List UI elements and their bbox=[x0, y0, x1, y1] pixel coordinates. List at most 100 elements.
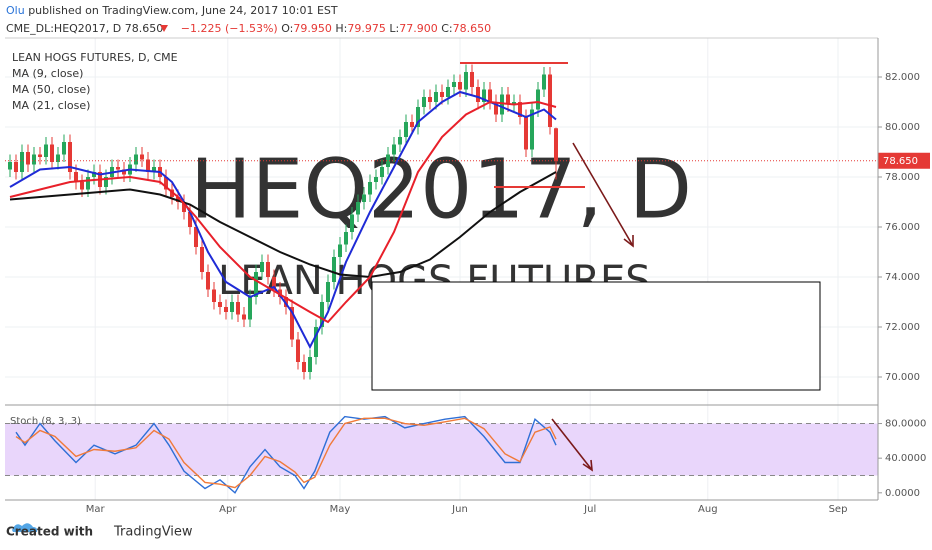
low-label: L: bbox=[389, 22, 399, 35]
y-tick-label: 40.0000 bbox=[885, 453, 926, 464]
header-line: Olu published on TradingView.com, June 2… bbox=[6, 4, 338, 17]
ma-line bbox=[9, 90, 557, 350]
down-arrow-icon bbox=[160, 25, 168, 32]
y-tick-label: 74.000 bbox=[885, 272, 920, 283]
watermark: HEQ2017, D bbox=[190, 142, 692, 237]
candle-body bbox=[541, 74, 546, 90]
arrow bbox=[572, 142, 634, 247]
candle-body bbox=[13, 162, 18, 172]
candle-body bbox=[289, 307, 294, 340]
candle-body bbox=[457, 82, 462, 90]
candle-body bbox=[163, 177, 168, 190]
candle-body bbox=[487, 89, 492, 102]
candle-body bbox=[475, 87, 480, 102]
candle-body bbox=[277, 289, 282, 297]
candle-body bbox=[241, 314, 246, 320]
candle-body bbox=[433, 92, 438, 102]
published: published on TradingView.com, June 24, 2… bbox=[28, 4, 338, 17]
stoch-band bbox=[5, 423, 878, 476]
candle-body bbox=[523, 117, 528, 150]
candle-body bbox=[361, 194, 366, 202]
candle-body bbox=[25, 152, 30, 165]
candle-body bbox=[121, 169, 126, 175]
candle-body bbox=[403, 122, 408, 137]
candle-body bbox=[313, 327, 318, 357]
candle-body bbox=[19, 152, 24, 172]
arrow-head bbox=[582, 459, 593, 472]
x-tick-label: Mar bbox=[86, 504, 106, 515]
candle-body bbox=[271, 277, 276, 290]
candle-body bbox=[145, 159, 150, 172]
candle-body bbox=[265, 262, 270, 277]
x-tick-label: May bbox=[330, 504, 351, 515]
candle-body bbox=[205, 272, 210, 290]
y-tick-label: 0.0000 bbox=[885, 488, 920, 499]
candle-body bbox=[67, 142, 72, 172]
candle-body bbox=[199, 247, 204, 272]
candle-body bbox=[31, 154, 36, 165]
candle-body bbox=[499, 94, 504, 115]
symbol-line: CME_DL:HEQ2017, D 78.650 −1.225 (−1.53%)… bbox=[6, 22, 491, 35]
candle-body bbox=[331, 257, 336, 282]
candle-body bbox=[91, 172, 96, 177]
footer-created: Created with bbox=[6, 525, 93, 539]
legend-entry: MA (9, close) bbox=[12, 67, 83, 80]
candle-body bbox=[373, 177, 378, 182]
candle-body bbox=[193, 227, 198, 247]
candle-body bbox=[385, 154, 390, 167]
ma-line bbox=[9, 171, 557, 279]
annotation-box bbox=[371, 281, 821, 391]
stoch-line bbox=[15, 415, 557, 494]
x-tick-label: Jul bbox=[583, 504, 596, 515]
candle-body bbox=[529, 109, 534, 150]
candle-body bbox=[391, 144, 396, 155]
candle-body bbox=[217, 302, 222, 307]
candle-body bbox=[295, 339, 300, 362]
candle-body bbox=[535, 89, 540, 110]
price-tag-label: 78.650 bbox=[883, 156, 918, 167]
footer-brand[interactable]: TradingView bbox=[113, 525, 193, 540]
candle-body bbox=[427, 97, 432, 102]
last: 78.650 bbox=[125, 22, 164, 35]
y-tick-label: 80.000 bbox=[885, 122, 920, 133]
x-tick-label: Sep bbox=[829, 504, 848, 515]
tradingview-logo bbox=[12, 523, 38, 532]
candle-body bbox=[517, 102, 522, 117]
low: 77.900 bbox=[399, 22, 438, 35]
y-tick-label: 78.000 bbox=[885, 172, 920, 183]
candle-body bbox=[61, 142, 66, 155]
x-tick-label: Jun bbox=[451, 504, 468, 515]
candle-body bbox=[211, 289, 216, 302]
candle-body bbox=[103, 177, 108, 187]
candle-body bbox=[229, 302, 234, 312]
candle-body bbox=[43, 144, 48, 157]
pane-title: Stoch (8, 3, 3) bbox=[10, 416, 81, 427]
y-tick-label: 70.000 bbox=[885, 372, 920, 383]
candle-body bbox=[553, 128, 558, 161]
candle-body bbox=[247, 297, 252, 320]
candle-body bbox=[253, 272, 258, 297]
candle-body bbox=[451, 82, 456, 87]
candle-body bbox=[7, 162, 12, 170]
arrow-head bbox=[623, 235, 634, 248]
candle-body bbox=[37, 154, 42, 157]
candle-body bbox=[223, 307, 228, 312]
chart-title: LEAN HOGS FUTURES, D, CME bbox=[12, 51, 178, 64]
candle-body bbox=[139, 154, 144, 160]
candle-body bbox=[439, 92, 444, 97]
candle-body bbox=[151, 167, 156, 172]
candle-body bbox=[325, 282, 330, 302]
candle-body bbox=[409, 122, 414, 127]
price-tag bbox=[878, 152, 930, 169]
candle-body bbox=[481, 89, 486, 102]
candle-body bbox=[49, 144, 54, 162]
candle-body bbox=[397, 137, 402, 145]
candle-body bbox=[133, 154, 138, 165]
x-tick-label: Aug bbox=[698, 504, 718, 515]
author[interactable]: Olu bbox=[6, 4, 25, 17]
y-tick-label: 80.0000 bbox=[885, 419, 926, 430]
arrows bbox=[551, 142, 634, 472]
change: −1.225 (−1.53%) bbox=[181, 22, 278, 35]
candle-body bbox=[493, 102, 498, 115]
